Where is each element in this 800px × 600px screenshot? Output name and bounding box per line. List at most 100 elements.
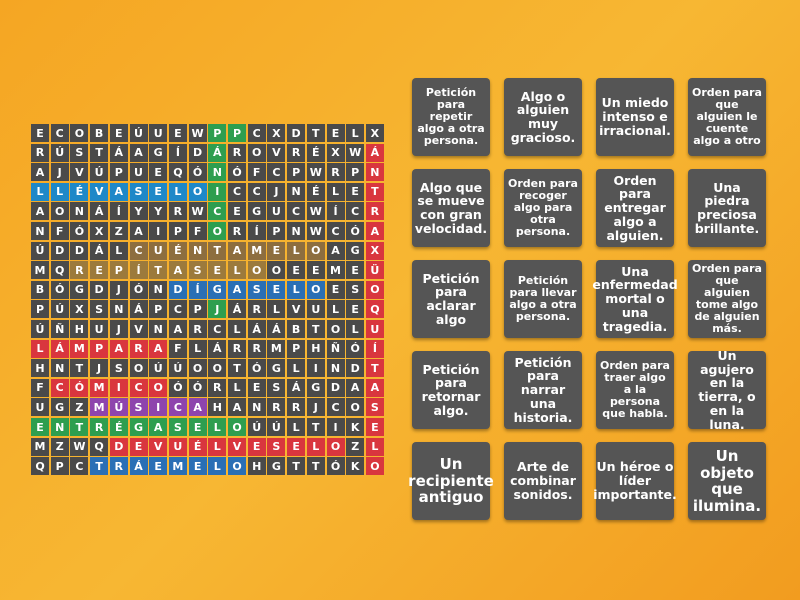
grid-cell[interactable]: E [267,241,286,260]
grid-cell[interactable]: É [306,182,325,201]
grid-cell[interactable]: S [267,378,286,397]
grid-cell[interactable]: L [31,339,49,358]
grid-cell[interactable]: Ñ [326,339,345,358]
grid-cell[interactable]: C [267,163,286,182]
grid-cell[interactable]: O [208,222,227,240]
grid-cell[interactable]: Ó [50,280,69,299]
grid-cell[interactable]: E [188,418,207,436]
grid-cell[interactable]: C [346,202,365,221]
grid-cell[interactable]: L [287,418,306,436]
grid-cell[interactable]: V [287,300,306,319]
grid-cell[interactable]: T [90,143,109,162]
clue-card[interactable]: Una piedra preciosa brillante. [688,169,766,247]
grid-cell[interactable]: Ó [188,163,207,182]
grid-cell[interactable]: N [31,222,49,240]
grid-cell[interactable]: D [326,378,345,397]
grid-cell[interactable]: A [326,241,345,260]
grid-cell[interactable]: Á [109,143,128,162]
clue-card[interactable]: Un miedo intenso e irracional. [596,78,674,156]
clue-card[interactable]: Orden para traer algo a la persona que h… [596,351,674,429]
grid-cell[interactable]: H [208,398,227,417]
grid-cell[interactable]: T [208,241,227,260]
grid-cell[interactable]: Ú [247,418,266,436]
grid-cell[interactable]: N [326,359,345,378]
grid-cell[interactable]: U [31,398,49,417]
grid-cell[interactable]: E [31,124,49,142]
grid-cell[interactable]: L [287,241,306,260]
grid-cell[interactable]: Ú [50,300,69,319]
clue-card[interactable]: Petición para repetir algo a otra person… [412,78,490,156]
grid-cell[interactable]: E [31,418,49,436]
grid-cell[interactable]: Í [188,280,207,299]
grid-cell[interactable]: R [287,398,306,417]
grid-cell[interactable]: S [90,300,109,319]
grid-cell[interactable]: A [228,398,246,417]
grid-cell[interactable]: J [109,320,128,338]
grid-cell[interactable]: P [228,124,246,142]
grid-cell[interactable]: C [247,182,266,201]
grid-cell[interactable]: L [287,359,306,378]
grid-cell[interactable]: O [346,398,365,417]
grid-cell[interactable]: P [109,261,128,280]
clue-card[interactable]: Un objeto que ilumina. [688,442,766,520]
grid-cell[interactable]: Q [50,261,69,280]
grid-cell[interactable]: R [70,261,89,280]
grid-cell[interactable]: C [208,202,227,221]
grid-cell[interactable]: P [188,300,207,319]
grid-cell[interactable]: Ú [31,320,49,338]
grid-cell[interactable]: Í [168,143,187,162]
grid-cell[interactable]: C [326,222,345,240]
grid-cell[interactable]: O [326,437,345,456]
grid-cell[interactable]: M [31,437,49,456]
grid-cell[interactable]: É [109,418,128,436]
grid-cell[interactable]: Á [208,339,227,358]
grid-cell[interactable]: R [247,339,266,358]
grid-cell[interactable]: R [247,300,266,319]
grid-cell[interactable]: A [365,222,384,240]
grid-cell[interactable]: E [109,124,128,142]
grid-cell[interactable]: P [287,339,306,358]
grid-cell[interactable]: T [149,261,168,280]
grid-cell[interactable]: Z [70,398,89,417]
grid-cell[interactable]: R [287,143,306,162]
clue-card[interactable]: Arte de combinar sonidos. [504,442,582,520]
grid-cell[interactable]: U [365,320,384,338]
grid-cell[interactable]: P [149,300,168,319]
grid-cell[interactable]: K [346,457,365,476]
grid-cell[interactable]: N [109,300,128,319]
clue-card[interactable]: Un recipiente antiguo [408,442,494,520]
grid-cell[interactable]: C [326,398,345,417]
grid-cell[interactable]: U [267,202,286,221]
grid-cell[interactable]: S [70,143,89,162]
grid-cell[interactable]: O [326,320,345,338]
grid-cell[interactable]: E [90,261,109,280]
grid-cell[interactable]: Ú [50,143,69,162]
grid-cell[interactable]: E [287,437,306,456]
grid-cell[interactable]: W [306,163,325,182]
grid-cell[interactable]: E [208,261,227,280]
grid-cell[interactable]: Á [365,143,384,162]
grid-cell[interactable]: Í [129,261,148,280]
grid-cell[interactable]: G [50,398,69,417]
grid-cell[interactable]: Á [247,320,266,338]
grid-cell[interactable]: N [70,202,89,221]
grid-cell[interactable]: L [50,182,69,201]
grid-cell[interactable]: A [31,202,49,221]
grid-cell[interactable]: B [287,320,306,338]
grid-cell[interactable]: N [287,222,306,240]
grid-cell[interactable]: J [208,300,227,319]
grid-cell[interactable]: Ó [188,378,207,397]
grid-cell[interactable]: P [31,300,49,319]
grid-cell[interactable]: É [168,241,187,260]
grid-cell[interactable]: R [326,163,345,182]
clue-card[interactable]: Algo que se mueve con gran velocidad. [412,169,490,247]
grid-cell[interactable]: Ú [31,241,49,260]
grid-cell[interactable]: M [267,339,286,358]
grid-cell[interactable]: C [50,378,69,397]
grid-cell[interactable]: Á [129,300,148,319]
grid-cell[interactable]: D [50,241,69,260]
grid-cell[interactable]: P [346,163,365,182]
grid-cell[interactable]: F [168,339,187,358]
clue-card[interactable]: Petición para llevar algo a otra persona… [504,260,582,338]
grid-cell[interactable]: Z [50,437,69,456]
